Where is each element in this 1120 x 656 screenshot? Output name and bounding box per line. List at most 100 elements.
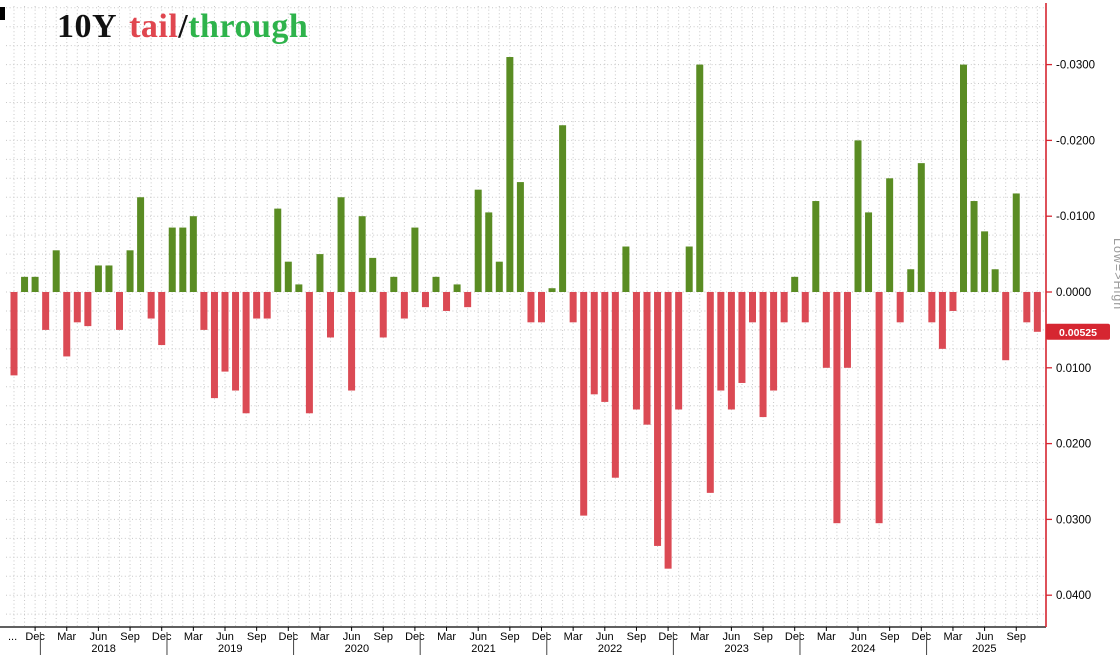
x-axis-leading-label: ... bbox=[8, 631, 17, 643]
x-tick-label: Mar bbox=[184, 631, 203, 643]
tail-bar-2020-09 bbox=[379, 292, 387, 338]
year-label: 2023 bbox=[724, 643, 748, 655]
tail-bar-2020-04 bbox=[327, 292, 334, 338]
tail-bar-2025-10 bbox=[1023, 292, 1031, 323]
tail-bar-2021-12 bbox=[538, 292, 545, 323]
through-bar-2025-05 bbox=[970, 201, 978, 292]
x-tick-label: Sep bbox=[373, 631, 393, 643]
tail-bar-2022-06 bbox=[601, 292, 609, 402]
current-value-badge bbox=[1046, 323, 1110, 340]
x-tick-label: Jun bbox=[723, 631, 741, 643]
tail-bar-2019-04 bbox=[200, 292, 208, 330]
through-bar-2024-09 bbox=[886, 178, 894, 292]
through-bar-2020-05 bbox=[337, 197, 345, 292]
x-tick-label: Jun bbox=[596, 631, 614, 643]
through-bar-2020-03 bbox=[316, 254, 324, 292]
x-tick-label: Sep bbox=[500, 631, 520, 643]
tail-bar-2021-11 bbox=[527, 292, 535, 323]
year-label: 2018 bbox=[91, 643, 115, 655]
through-bar-2018-09 bbox=[126, 250, 134, 292]
y-tick-label: 0.0200 bbox=[1056, 439, 1091, 451]
tail-bar-2024-03 bbox=[822, 292, 830, 368]
through-bar-2020-07 bbox=[358, 216, 366, 292]
through-bar-2018-10 bbox=[137, 197, 145, 292]
through-bar-2021-07 bbox=[485, 212, 493, 292]
x-tick-label: Sep bbox=[1006, 631, 1026, 643]
tail-bar-2020-02 bbox=[305, 292, 313, 414]
x-tick-label: Mar bbox=[437, 631, 456, 643]
through-bar-2021-02 bbox=[432, 276, 440, 292]
through-bar-2018-06 bbox=[94, 265, 102, 292]
through-bar-2021-09 bbox=[506, 57, 514, 292]
x-tick-label: Sep bbox=[880, 631, 900, 643]
through-bar-2020-01 bbox=[295, 284, 303, 292]
tail-bar-2022-11 bbox=[654, 292, 662, 546]
y-tick-label: -0.0100 bbox=[1056, 211, 1095, 223]
title-through-label: through bbox=[188, 8, 309, 45]
tail-bar-2018-08 bbox=[116, 292, 123, 330]
through-bar-2022-02 bbox=[559, 125, 567, 293]
tail-bar-2020-06 bbox=[348, 292, 356, 391]
through-bar-2024-06 bbox=[854, 140, 862, 292]
through-bar-2020-08 bbox=[369, 257, 377, 292]
current-value-label: 0.00525 bbox=[1059, 327, 1097, 339]
x-tick-label: Dec bbox=[405, 631, 425, 643]
year-label: 2021 bbox=[471, 643, 495, 655]
y-tick-label: -0.0200 bbox=[1056, 135, 1095, 147]
year-label: 2020 bbox=[345, 643, 369, 655]
through-bar-2020-12 bbox=[411, 227, 419, 292]
y-axis: -0.0300 -0.0200 -0.0100 0.0000 0.0100 0.0200 0… bbox=[1045, 3, 1120, 627]
tail-bar-2023-04 bbox=[706, 292, 714, 493]
through-bar-2018-07 bbox=[105, 265, 113, 292]
x-tick-label: Jun bbox=[343, 631, 361, 643]
x-tick-label: Dec bbox=[785, 631, 805, 643]
tail-bar-2019-08 bbox=[242, 292, 250, 414]
tail-bar-2019-05 bbox=[210, 292, 218, 399]
through-bar-2017-11 bbox=[21, 276, 29, 292]
x-tick-label: Dec bbox=[532, 631, 552, 643]
x-tick-label: Mar bbox=[564, 631, 583, 643]
through-bar-2019-01 bbox=[168, 227, 176, 292]
x-tick-label: Dec bbox=[658, 631, 678, 643]
through-bar-2023-12 bbox=[791, 276, 799, 292]
x-tick-label: Dec bbox=[152, 631, 172, 643]
x-tick-label: Jun bbox=[90, 631, 108, 643]
tail-bar-2025-08 bbox=[1002, 292, 1010, 361]
through-bar-2025-07 bbox=[991, 269, 999, 292]
tail-bar-2019-07 bbox=[232, 292, 240, 391]
x-tick-label: Sep bbox=[753, 631, 773, 643]
x-tick-label: Dec bbox=[25, 631, 45, 643]
tail-bar-2024-08 bbox=[875, 292, 883, 524]
x-tick-label: Mar bbox=[817, 631, 836, 643]
tail-bar-2022-09 bbox=[632, 292, 640, 410]
left-edge-artifact bbox=[0, 7, 5, 20]
x-tick-label: Jun bbox=[469, 631, 487, 643]
tail-bar-2025-01 bbox=[928, 292, 936, 323]
x-tick-label: Sep bbox=[247, 631, 267, 643]
tail-bar-2023-11 bbox=[780, 292, 788, 323]
tail-bar-2023-10 bbox=[770, 292, 778, 391]
year-label: 2022 bbox=[598, 643, 622, 655]
x-tick-label: Dec bbox=[279, 631, 299, 643]
tail-bar-2024-10 bbox=[896, 292, 904, 323]
tail-bar-2018-03 bbox=[63, 292, 71, 357]
x-tick-label: Mar bbox=[690, 631, 709, 643]
through-bar-2024-11 bbox=[907, 269, 915, 292]
through-bar-2023-03 bbox=[696, 64, 704, 292]
tail-bar-2021-05 bbox=[464, 292, 472, 308]
x-tick-label: Sep bbox=[627, 631, 647, 643]
tail-bar-2023-07 bbox=[738, 292, 746, 383]
tail-bar-2023-06 bbox=[727, 292, 735, 410]
x-tick-label: Dec bbox=[912, 631, 932, 643]
tail-bar-2018-05 bbox=[84, 292, 92, 327]
x-axis: ... Dec Mar Jun Sep Dec Mar Jun Sep Dec Mar Jun Sep D… bbox=[0, 626, 1046, 655]
tail-bar-2022-05 bbox=[590, 292, 598, 395]
through-bar-2024-02 bbox=[812, 201, 820, 292]
year-label: 2019 bbox=[218, 643, 242, 655]
tail-bar-2022-10 bbox=[643, 292, 651, 425]
x-tick-label: Mar bbox=[57, 631, 76, 643]
chart-title: 10Y tail/through bbox=[57, 8, 308, 46]
tail-bar-2018-11 bbox=[147, 292, 155, 319]
